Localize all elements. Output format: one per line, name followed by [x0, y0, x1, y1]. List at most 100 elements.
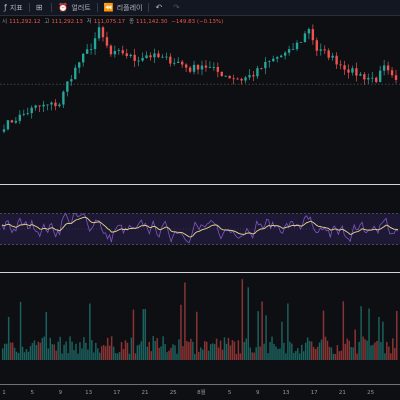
volume-bar: [83, 337, 85, 360]
volume-bar: [43, 336, 46, 360]
volume-bar: [174, 345, 176, 360]
volume-bar: [188, 341, 190, 360]
volume-bar: [201, 349, 204, 360]
volume-bar: [101, 346, 103, 360]
volume-bar: [213, 344, 216, 360]
candle-body: [50, 102, 53, 105]
volume-bar: [302, 351, 305, 360]
toolbar-divider: [148, 3, 150, 12]
volume-bar: [162, 336, 164, 360]
time-axis-label: 1: [2, 390, 6, 396]
volume-bar: [267, 353, 269, 360]
volume-bar: [110, 336, 113, 360]
volume-bar: [85, 342, 87, 360]
candle-body: [74, 67, 77, 80]
time-axis-label: 9: [59, 390, 63, 396]
replay-button[interactable]: ⏪ 리플레이: [100, 0, 147, 15]
candle-body: [375, 77, 378, 82]
volume-bar: [314, 349, 317, 360]
volume-bar: [138, 344, 141, 360]
indicators-button[interactable]: ƒ 지표: [0, 0, 27, 15]
volume-bar: [118, 351, 121, 360]
candle-body: [192, 64, 196, 72]
undo-button[interactable]: ↶: [151, 0, 169, 15]
volume-bar: [114, 353, 117, 360]
candle-body: [177, 61, 180, 63]
volume-bar: [57, 341, 59, 360]
volume-bar: [182, 346, 184, 360]
candle-body: [208, 67, 212, 68]
volume-bar: [33, 340, 36, 360]
candle-body: [2, 129, 6, 132]
volume-bar: [287, 303, 289, 360]
volume-bar: [203, 341, 206, 360]
candle-body: [149, 55, 152, 58]
layout-button[interactable]: ⊞: [32, 0, 50, 15]
volume-bar: [265, 315, 267, 360]
candle-body: [26, 113, 29, 114]
volume-bar: [15, 351, 18, 360]
volume-bar: [308, 340, 311, 360]
candle-body: [351, 68, 354, 73]
volume-bar: [243, 341, 246, 360]
volume-bar: [396, 310, 398, 360]
alarm-icon: ⏰: [58, 3, 69, 12]
volume-bar: [223, 337, 226, 360]
time-axis-label: 17: [113, 390, 120, 396]
candle-body: [279, 55, 283, 58]
candle-body: [180, 61, 184, 65]
change-value: −149.83 (−0.13%): [171, 19, 224, 25]
volume-bar: [217, 347, 220, 360]
volume-bar: [180, 304, 182, 360]
volume-bar: [239, 353, 242, 360]
alert-button[interactable]: ⏰ 얼러트: [54, 0, 94, 15]
volume-bar: [136, 345, 139, 360]
volume-bar: [41, 337, 44, 360]
volume-bar: [190, 338, 192, 360]
volume-bar: [277, 348, 279, 360]
candle-body: [153, 53, 156, 58]
candle-body: [89, 49, 93, 50]
indicators-label: 지표: [9, 3, 23, 12]
volume-bar: [338, 351, 341, 360]
volume-bar: [166, 352, 168, 360]
redo-button[interactable]: ↷: [169, 0, 187, 15]
candle-body: [390, 70, 394, 76]
time-axis-label: 17: [311, 390, 318, 396]
candle-body: [295, 42, 299, 50]
volume-bar: [306, 337, 309, 360]
volume-bar: [320, 339, 323, 360]
volume-bar: [21, 346, 24, 360]
volume-bar: [176, 353, 178, 360]
candle-body: [315, 40, 319, 51]
volume-bar: [386, 341, 388, 360]
volume-bar: [215, 338, 218, 360]
volume-bar: [358, 341, 360, 360]
candle-body: [58, 104, 61, 107]
volume-bar: [233, 341, 236, 360]
volume-bar: [77, 353, 79, 360]
volume-bar: [235, 353, 238, 360]
candle-body: [244, 77, 247, 81]
candle-body: [188, 67, 192, 72]
volume-bar: [27, 351, 30, 360]
volume-bar: [219, 340, 222, 360]
volume-bar: [168, 350, 170, 360]
volume-bar: [356, 353, 358, 360]
volume-bar: [89, 303, 91, 360]
time-axis-label: 9: [256, 390, 260, 396]
volume-bar: [332, 353, 335, 360]
candle-body: [212, 66, 216, 68]
volume-bar: [281, 321, 283, 360]
candle-body: [137, 60, 140, 62]
volume-bar: [261, 301, 263, 360]
candle-body: [169, 56, 172, 64]
volume-bar: [360, 306, 362, 360]
volume-bar: [275, 346, 277, 360]
candle-body: [343, 65, 346, 70]
time-axis-label: 13: [283, 390, 290, 396]
candle-body: [133, 54, 136, 61]
volume-bar: [231, 340, 234, 360]
volume-bar: [71, 341, 73, 360]
